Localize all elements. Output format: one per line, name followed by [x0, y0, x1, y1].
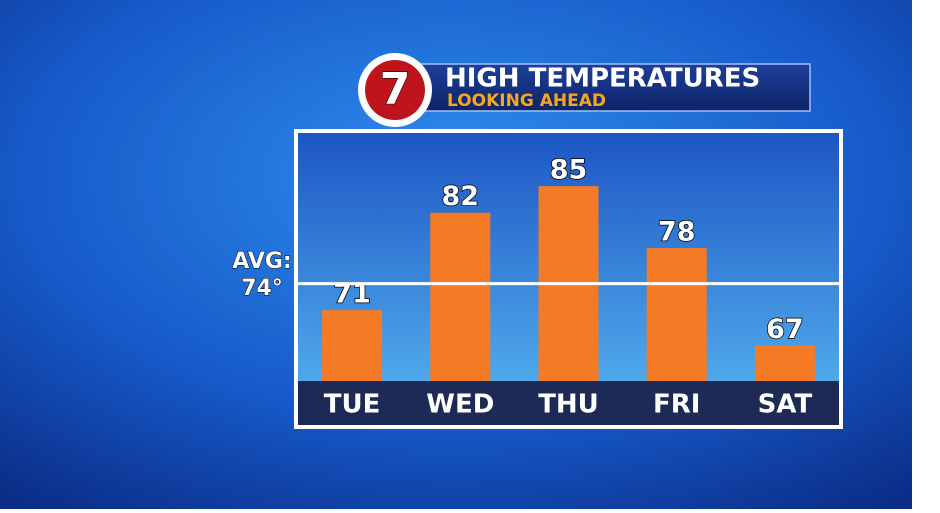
- bar: [430, 212, 491, 381]
- value-label: 67: [766, 314, 804, 345]
- bar: [322, 310, 383, 381]
- logo-disc: [365, 60, 425, 120]
- bar: [754, 345, 815, 381]
- x-tick-label: WED: [426, 390, 494, 420]
- bar: [646, 248, 707, 381]
- logo: 7: [380, 64, 411, 115]
- average-value-label: 74°: [241, 276, 283, 301]
- x-tick-label: TUE: [324, 390, 381, 420]
- x-tick-label: THU: [538, 390, 599, 420]
- value-label: 78: [658, 217, 696, 248]
- average-label: AVG:: [232, 249, 291, 274]
- title-banner: [419, 63, 811, 112]
- chart-title: HIGH TEMPERATURES: [445, 64, 760, 94]
- label-band: [298, 381, 839, 425]
- x-tick-label: SAT: [758, 390, 813, 420]
- value-label: 85: [550, 155, 588, 186]
- x-tick-label: FRI: [653, 390, 700, 420]
- value-label: 82: [442, 181, 480, 212]
- chart-subtitle: LOOKING AHEAD: [447, 91, 606, 111]
